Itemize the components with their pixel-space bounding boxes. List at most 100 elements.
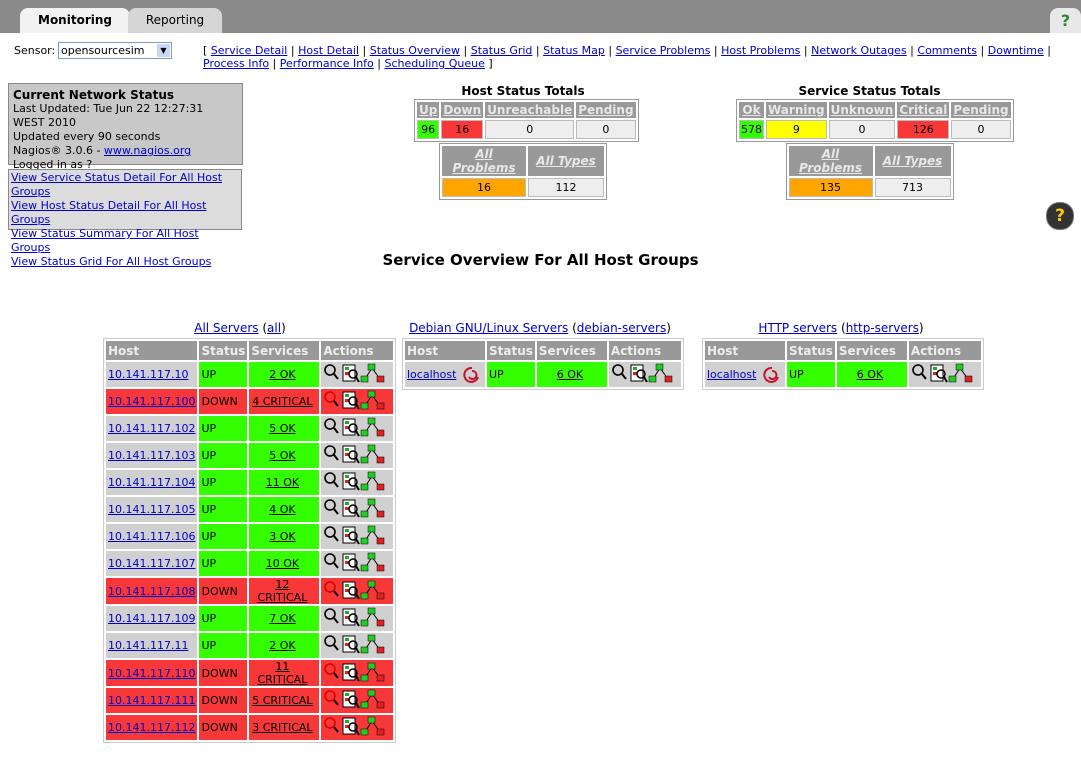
host-link[interactable]: 10.141.117.10 (108, 368, 189, 381)
group-link[interactable]: Debian GNU/Linux Servers (409, 321, 569, 335)
nav-link[interactable]: Host Problems (721, 44, 801, 57)
host-link[interactable]: 10.141.117.105 (108, 503, 196, 516)
services-link[interactable]: 11 CRITICAL (251, 660, 314, 686)
nav-link[interactable]: Network Outages (811, 44, 907, 57)
nagios-link[interactable]: www.nagios.org (103, 144, 192, 157)
action-icons[interactable] (911, 362, 975, 384)
nav-link[interactable]: Status Overview (369, 44, 461, 57)
totals-value: 96 (417, 120, 440, 139)
action-icons[interactable] (323, 470, 387, 492)
action-icons[interactable] (323, 606, 387, 628)
action-icons[interactable] (323, 497, 387, 519)
host-row: 10.141.117.108 DOWN 12 CRITICAL (106, 578, 394, 604)
tab-reporting[interactable]: Reporting (128, 8, 222, 33)
services-link[interactable]: 4 OK (251, 503, 314, 516)
help-icon[interactable]: ? (1046, 202, 1074, 230)
services-link[interactable]: 3 OK (251, 530, 314, 543)
group-id-link[interactable]: debian-servers (576, 321, 667, 335)
last-updated: Last Updated: Tue Jun 22 12:27:31 WEST 2… (13, 102, 204, 129)
services-cell: 11 OK (249, 470, 320, 495)
group-table: Host Status Services Actions 10.141.117.10 UP… (103, 338, 397, 743)
nav-link[interactable]: Performance Info (279, 57, 374, 70)
services-link[interactable]: 2 OK (251, 639, 314, 652)
action-icons[interactable] (323, 633, 387, 655)
nav-link[interactable]: Service Detail (210, 44, 288, 57)
host-link[interactable]: localhost (407, 367, 457, 381)
tab-monitoring[interactable]: Monitoring (20, 8, 130, 33)
host-link[interactable]: 10.141.117.100 (108, 395, 196, 408)
action-icons[interactable] (323, 416, 387, 438)
group-id-link[interactable]: all (267, 321, 282, 335)
problems-header[interactable]: All Problems (442, 146, 526, 176)
nav-link[interactable]: Host Detail (298, 44, 360, 57)
services-link[interactable]: 12 CRITICAL (251, 578, 314, 604)
sensor-select[interactable]: opensourcesim ▼ (58, 42, 172, 59)
nav-link[interactable]: Service Problems (615, 44, 711, 57)
view-link[interactable]: View Service Status Detail For All Host … (11, 171, 223, 198)
problems-header[interactable]: All Problems (788, 146, 873, 176)
action-icons[interactable] (611, 362, 675, 384)
host-link[interactable]: 10.141.117.109 (108, 612, 196, 625)
totals-header[interactable]: Up (417, 102, 440, 118)
column-header: Host (405, 341, 485, 360)
host-link[interactable]: 10.141.117.106 (108, 530, 196, 543)
nav-link[interactable]: Scheduling Queue (384, 57, 485, 70)
services-link[interactable]: 11 OK (251, 476, 314, 489)
nav-link[interactable]: Process Info (203, 57, 270, 70)
nav-link[interactable]: Status Map (543, 44, 605, 57)
host-link[interactable]: 10.141.117.108 (108, 584, 196, 598)
action-icons[interactable] (323, 443, 387, 465)
action-icons[interactable] (323, 551, 387, 573)
host-cell: 10.141.117.103 (106, 443, 198, 468)
nav-link[interactable]: Status Grid (470, 44, 533, 57)
nav-link[interactable]: Downtime (987, 44, 1044, 57)
totals-header[interactable]: Ok (739, 102, 764, 118)
help-tab[interactable]: ? (1050, 8, 1081, 33)
status-cell: UP (199, 470, 248, 495)
view-link[interactable]: View Status Grid For All Host Groups (11, 255, 212, 268)
host-link[interactable]: 10.141.117.112 (108, 721, 196, 734)
services-link[interactable]: 6 OK (838, 368, 901, 381)
host-link[interactable]: 10.141.117.110 (108, 666, 196, 680)
totals-header[interactable]: Critical (897, 102, 950, 118)
services-link[interactable]: 3 CRITICAL (251, 721, 314, 734)
problems-header[interactable]: All Types (874, 146, 951, 176)
action-icons[interactable] (323, 579, 387, 601)
totals-header[interactable]: Warning (766, 102, 827, 118)
host-link[interactable]: localhost (707, 367, 757, 381)
host-link[interactable]: 10.141.117.11 (108, 639, 189, 652)
host-link[interactable]: 10.141.117.104 (108, 476, 196, 489)
action-icons[interactable] (323, 688, 387, 710)
services-link[interactable]: 6 OK (538, 368, 601, 381)
totals-header[interactable]: Unknown (828, 102, 896, 118)
view-link[interactable]: View Host Status Detail For All Host Gro… (11, 199, 207, 226)
services-link[interactable]: 5 CRITICAL (251, 694, 314, 707)
totals-header[interactable]: Pending (951, 102, 1011, 118)
totals-header[interactable]: Pending (576, 102, 636, 118)
services-link[interactable]: 7 OK (251, 612, 314, 625)
totals-header[interactable]: Unreachable (485, 102, 575, 118)
view-link[interactable]: View Status Summary For All Host Groups (11, 227, 199, 254)
host-link[interactable]: 10.141.117.107 (108, 557, 196, 570)
host-link[interactable]: 10.141.117.111 (108, 694, 196, 707)
problems-header[interactable]: All Types (528, 146, 604, 176)
group-link[interactable]: All Servers (194, 321, 259, 335)
action-icons[interactable] (323, 362, 387, 384)
services-link[interactable]: 4 CRITICAL (251, 395, 314, 408)
host-link[interactable]: 10.141.117.103 (108, 449, 196, 462)
group-id-link[interactable]: http-servers (845, 321, 919, 335)
services-link[interactable]: 5 OK (251, 449, 314, 462)
action-icons[interactable] (323, 715, 387, 737)
group-link[interactable]: HTTP servers (758, 321, 838, 335)
action-icons[interactable] (323, 389, 387, 411)
column-header: Status (199, 341, 248, 360)
services-link[interactable]: 5 OK (251, 422, 314, 435)
services-link[interactable]: 2 OK (251, 368, 314, 381)
action-icons[interactable] (323, 524, 387, 546)
nav-link[interactable]: Comments (917, 44, 978, 57)
totals-header[interactable]: Down (441, 102, 484, 118)
host-link[interactable]: 10.141.117.102 (108, 422, 196, 435)
action-icons[interactable] (323, 661, 387, 683)
services-link[interactable]: 10 OK (251, 557, 314, 570)
version: Nagios® 3.0.6 - (13, 144, 101, 157)
